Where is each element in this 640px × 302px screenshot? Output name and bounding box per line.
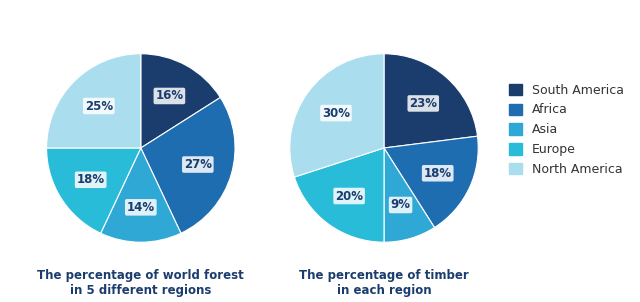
Text: 16%: 16% <box>156 89 184 102</box>
Text: 9%: 9% <box>390 198 411 211</box>
Wedge shape <box>141 98 235 233</box>
Wedge shape <box>47 54 141 148</box>
Wedge shape <box>100 148 181 242</box>
Wedge shape <box>141 54 220 148</box>
Wedge shape <box>384 54 477 148</box>
Text: 30%: 30% <box>322 107 350 120</box>
Text: The percentage of timber
in each region: The percentage of timber in each region <box>299 268 469 297</box>
Wedge shape <box>384 148 435 242</box>
Wedge shape <box>384 136 478 227</box>
Text: 25%: 25% <box>84 99 113 113</box>
Wedge shape <box>290 54 384 177</box>
Text: 23%: 23% <box>409 97 437 110</box>
Wedge shape <box>294 148 384 242</box>
Wedge shape <box>47 148 141 233</box>
Text: 14%: 14% <box>127 201 155 214</box>
Text: 18%: 18% <box>424 167 452 180</box>
Text: The percentage of world forest
in 5 different regions: The percentage of world forest in 5 diff… <box>37 268 244 297</box>
Text: 27%: 27% <box>184 158 212 171</box>
Text: 20%: 20% <box>335 189 363 203</box>
Text: 18%: 18% <box>77 173 105 186</box>
Legend: South America, Africa, Asia, Europe, North America: South America, Africa, Asia, Europe, Nor… <box>506 80 627 180</box>
